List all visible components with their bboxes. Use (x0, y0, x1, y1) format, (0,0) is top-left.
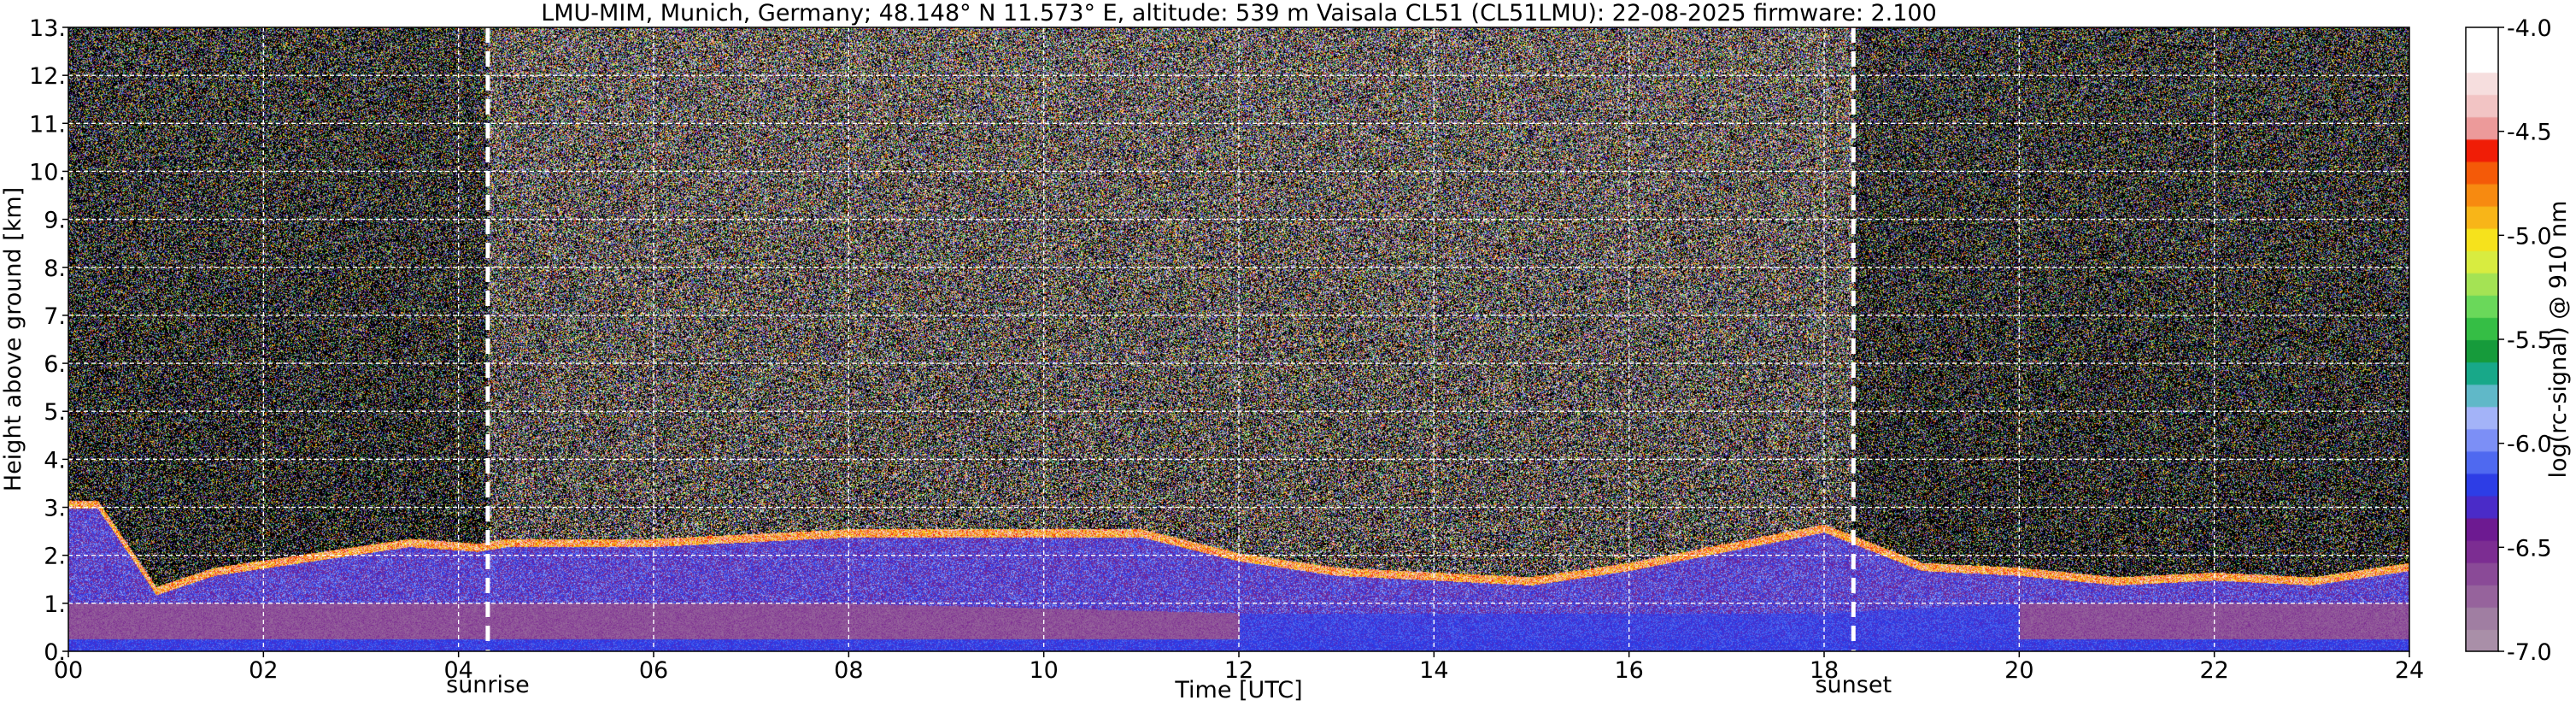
x-tick-label: 06 (639, 657, 668, 684)
colorbar-gradient (2466, 27, 2498, 651)
x-tick-label: 10 (1029, 657, 1058, 684)
y-axis-ticks: 0. 1. 2. 3. 4. 5. 6. 7. 8. 9. 10. 11. 12. 13. (29, 15, 68, 666)
y-tick-label: 10. (29, 159, 66, 185)
y-tick-label: 12. (29, 63, 66, 90)
y-tick-label: 6. (44, 351, 66, 378)
colorbar-ticks: -7.0 -6.5 -6.0 -5.5 -5.0 -4.5 -4.0 (2498, 15, 2552, 666)
y-tick-label: 1. (44, 591, 66, 618)
x-axis-label: Time [UTC] (1174, 677, 1302, 703)
x-tick-label: 12 (1224, 657, 1253, 684)
colorbar-label: log(rc-signal) @ 910 nm (2545, 201, 2572, 479)
x-tick-label: 14 (1419, 657, 1448, 684)
x-axis-ticks: 00 02 04 06 08 10 12 14 16 18 20 22 24 (54, 651, 2424, 684)
x-tick-label: 22 (2199, 657, 2228, 684)
x-tick-label: 04 (443, 657, 472, 684)
colorbar-tick-label: -4.0 (2507, 15, 2552, 42)
x-tick-label: 18 (1810, 657, 1839, 684)
colorbar-tick-label: -7.0 (2507, 639, 2552, 666)
x-tick-label: 00 (54, 657, 83, 684)
y-tick-label: 11. (29, 111, 66, 138)
colorbar-tick-label: -5.5 (2507, 327, 2552, 354)
y-axis-label: Height above ground [km] (0, 187, 26, 491)
chart-title: LMU-MIM, Munich, Germany; 48.148° N 11.5… (541, 0, 1937, 26)
colorbar-tick-label: -6.0 (2507, 432, 2552, 458)
colorbar-tick-label: -6.5 (2507, 535, 2552, 562)
colorbar-tick-label: -5.0 (2507, 223, 2552, 250)
x-tick-label: 16 (1614, 657, 1643, 684)
colorbar-frame (2465, 26, 2499, 652)
y-tick-label: 7. (44, 303, 66, 330)
sunrise-label: sunrise (446, 672, 530, 698)
y-tick-label: 5. (44, 399, 66, 426)
y-tick-label: 13. (29, 15, 66, 42)
y-tick-label: 3. (44, 496, 66, 522)
x-tick-label: 02 (249, 657, 278, 684)
y-tick-label: 4. (44, 447, 66, 474)
sunset-label: sunset (1815, 672, 1892, 698)
annotation-lines: sunrise sunset (446, 27, 1892, 698)
y-tick-label: 8. (44, 256, 66, 282)
x-tick-label: 20 (2004, 657, 2033, 684)
y-tick-label: 0. (44, 639, 66, 666)
grid-lines (68, 27, 2409, 651)
y-tick-label: 9. (44, 208, 66, 234)
y-tick-label: 2. (44, 544, 66, 570)
colorbar-tick-label: -4.5 (2507, 120, 2552, 146)
x-tick-label: 08 (834, 657, 863, 684)
x-tick-label: 24 (2395, 657, 2424, 684)
